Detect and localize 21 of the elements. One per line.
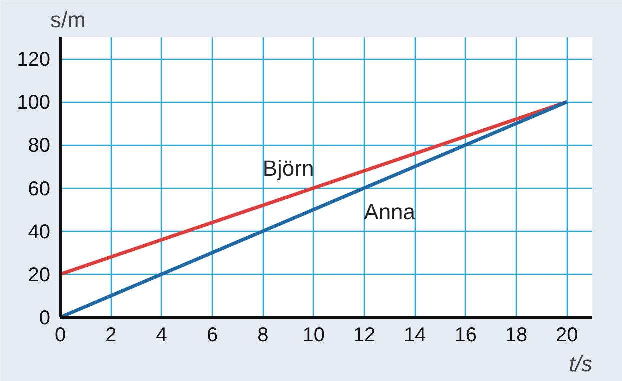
- y-tick-label: 100: [17, 92, 51, 114]
- x-tick-label: 2: [106, 324, 117, 346]
- x-axis-title: t/s: [569, 352, 593, 376]
- x-tick-label: 20: [556, 324, 578, 346]
- y-axis-title: s/m: [50, 8, 86, 32]
- x-tick-label: 16: [454, 324, 477, 346]
- x-tick-label: 0: [54, 324, 66, 346]
- x-tick-label: 4: [156, 324, 168, 346]
- y-tick-label: 60: [28, 178, 51, 200]
- x-tick-label: 8: [258, 324, 269, 346]
- y-tick-label: 20: [28, 264, 51, 286]
- y-tick-label: 80: [28, 135, 51, 158]
- y-tick-label: 120: [17, 49, 51, 72]
- x-tick-label: 10: [302, 324, 325, 346]
- x-tick-label: 18: [505, 324, 528, 346]
- x-tick-label: 6: [206, 324, 218, 346]
- y-tick-label: 0: [39, 308, 50, 330]
- x-tick-label: 14: [404, 324, 426, 346]
- series-label: Björn: [262, 156, 314, 181]
- x-tick-label: 12: [353, 324, 376, 346]
- y-tick-label: 40: [28, 221, 51, 244]
